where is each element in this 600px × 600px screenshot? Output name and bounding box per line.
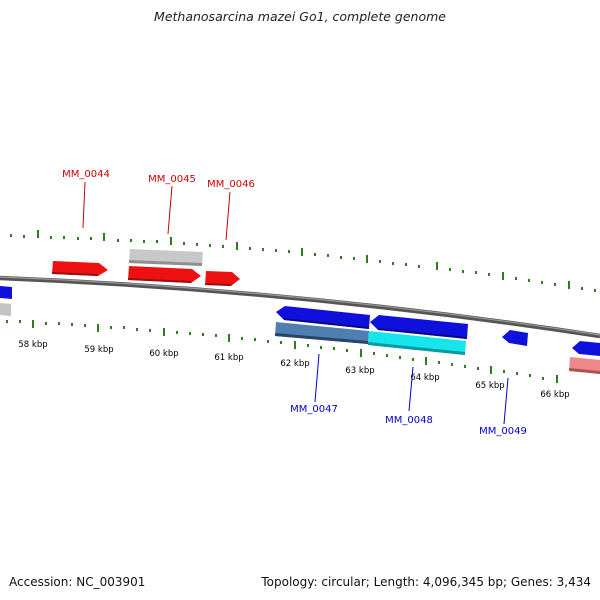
gene-labels-reverse: MM_0047 MM_0048 MM_0049 <box>290 404 527 437</box>
gene-bar-mm0047[interactable] <box>275 322 369 344</box>
upper-tick-row <box>10 230 596 292</box>
gene-bar-left-edge[interactable] <box>0 303 11 316</box>
gene-label-mm0044[interactable]: MM_0044 <box>62 169 110 180</box>
gene-bar-mm0047-shade <box>275 333 368 344</box>
leader-mm0045 <box>167 185 173 235</box>
genome-backbone-highlight <box>0 276 600 336</box>
cds-arrow-mm0044-shade <box>52 272 98 276</box>
cds-arrow-mm0046[interactable] <box>205 271 240 286</box>
tick-label-61: 61 kbp <box>214 353 243 363</box>
gene-label-mm0047[interactable]: MM_0047 <box>290 404 338 415</box>
cds-arrow-mm0045[interactable] <box>128 266 201 283</box>
accession-text: Accession: NC_003901 <box>9 575 146 589</box>
forward-genes <box>129 249 203 266</box>
gene-label-mm0046[interactable]: MM_0046 <box>207 179 255 190</box>
gene-bar-right-edge-shade <box>569 368 600 374</box>
lower-tick-row <box>6 320 558 383</box>
cds-arrow-right-edge[interactable] <box>572 341 600 356</box>
map-title: Methanosarcina mazei Go1, complete genom… <box>154 9 446 24</box>
tick-label-64: 64 kbp <box>410 373 439 383</box>
gene-bar-mm0048-shade <box>368 342 465 355</box>
cds-arrow-mm0049[interactable] <box>502 330 528 346</box>
cds-arrow-mm0048[interactable] <box>370 315 468 339</box>
genome-backbone <box>0 275 600 339</box>
leader-mm0048 <box>408 366 414 412</box>
gene-label-mm0049[interactable]: MM_0049 <box>479 426 527 437</box>
gene-bar-mm0045-shade <box>129 260 202 266</box>
leader-mm0047 <box>314 353 320 403</box>
cds-arrow-mm0047[interactable] <box>276 306 370 329</box>
cds-arrow-mm0047-shade <box>284 318 369 329</box>
tick-label-63: 63 kbp <box>345 366 374 376</box>
tick-label-58: 58 kbp <box>18 340 47 350</box>
cds-arrow-left-edge[interactable] <box>0 286 12 299</box>
leader-mm0049 <box>503 377 509 425</box>
cds-arrow-mm0045-shade <box>128 278 191 283</box>
cds-arrow-mm0048-shade <box>378 328 467 339</box>
gene-label-mm0045[interactable]: MM_0045 <box>148 174 196 185</box>
leader-mm0044 <box>82 181 86 229</box>
tick-label-66: 66 kbp <box>540 390 569 400</box>
tick-label-59: 59 kbp <box>84 345 113 355</box>
reverse-cds <box>276 306 600 356</box>
tick-label-65: 65 kbp <box>475 381 504 391</box>
gene-labels-forward: MM_0044 MM_0045 MM_0046 <box>62 169 255 190</box>
forward-cds <box>52 261 240 286</box>
cds-arrow-mm0046-shade <box>205 283 231 286</box>
genome-summary-text: Topology: circular; Length: 4,096,345 bp… <box>261 575 591 589</box>
tick-label-60: 60 kbp <box>149 349 178 359</box>
tick-labels: 58 kbp 59 kbp 60 kbp 61 kbp 62 kbp 63 kb… <box>18 340 569 400</box>
label-leaders-forward <box>82 181 231 241</box>
leader-mm0046 <box>225 191 231 241</box>
gene-label-mm0048[interactable]: MM_0048 <box>385 415 433 426</box>
gene-bar-mm0048[interactable] <box>368 331 466 355</box>
reverse-genes <box>275 322 600 374</box>
cds-arrow-mm0044[interactable] <box>52 261 108 276</box>
tick-label-62: 62 kbp <box>280 359 309 369</box>
label-leaders-reverse <box>314 353 509 425</box>
